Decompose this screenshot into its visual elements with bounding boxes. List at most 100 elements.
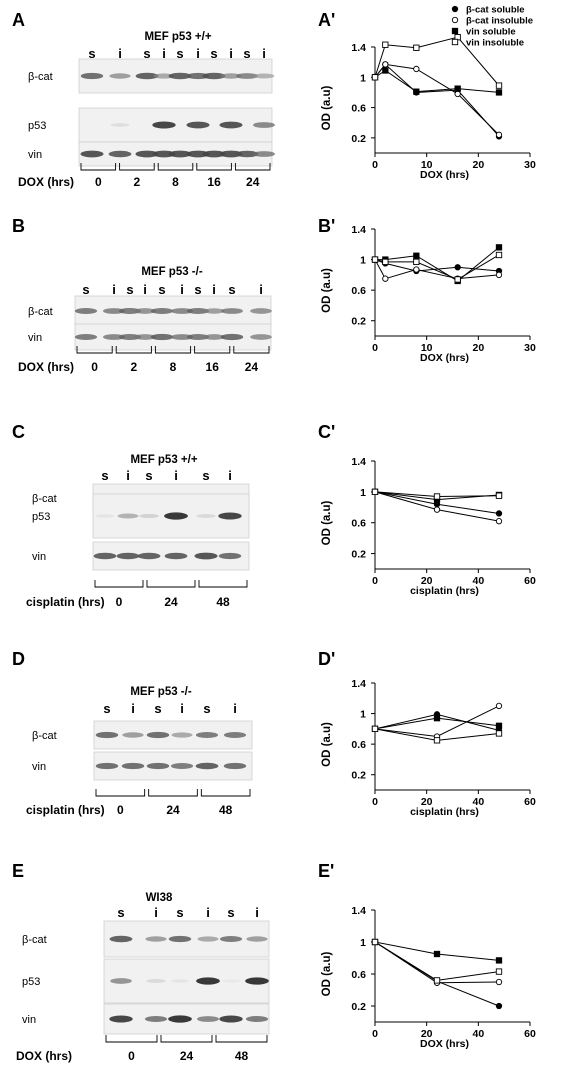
blot-row-label: vin <box>28 332 42 344</box>
x-tick-label: 40 <box>472 796 484 808</box>
blot-title: MEF p53 -/- <box>141 266 203 278</box>
panel-letter: E <box>12 861 24 881</box>
series-vin-soluble <box>371 244 503 285</box>
lane-label: s <box>154 701 161 716</box>
blot-title: MEF p53 -/- <box>130 686 192 698</box>
lane-label: i <box>262 46 266 61</box>
timepoint-bracket <box>148 789 198 797</box>
x-tick-label: 60 <box>524 796 536 808</box>
data-point <box>433 506 441 513</box>
lane-label: i <box>126 468 130 483</box>
lane-label: s <box>82 282 89 297</box>
y-tick-label: 1.4 <box>351 456 366 468</box>
x-tick-label: 20 <box>421 1028 433 1040</box>
y-axis-label: OD (a.u) <box>321 268 333 313</box>
series-vin-soluble <box>371 938 503 964</box>
blot-band <box>153 73 175 79</box>
y-tick-label: 0.6 <box>351 969 366 981</box>
timepoint-label: 0 <box>95 175 102 189</box>
panel-letter: C <box>12 422 25 442</box>
y-tick-label: 0.6 <box>351 103 366 115</box>
timepoint-label: 48 <box>235 1049 249 1063</box>
blot-band <box>108 150 132 158</box>
blot-row-vin: vin <box>28 141 275 167</box>
blot-membrane <box>103 958 270 1004</box>
data-point <box>495 518 503 525</box>
y-tick-label: 1 <box>360 487 366 499</box>
data-point <box>451 38 459 46</box>
data-point <box>495 251 503 259</box>
timepoint-label: 24 <box>245 360 259 374</box>
blot-band <box>150 307 174 315</box>
timepoint-label: 24 <box>246 175 260 189</box>
lane-label: i <box>180 701 184 716</box>
chart-eprime: E' 0.2 0.6 1 1.4 0 20 40 60 DOX (hrs) OD (a.u) <box>318 861 536 1050</box>
blot-band <box>194 552 218 560</box>
data-point <box>413 266 420 273</box>
timepoint-bracket <box>196 163 232 171</box>
timepoint-label: 0 <box>116 595 123 609</box>
blot-band <box>171 308 193 314</box>
blot-row-cat: β-cat <box>32 720 253 750</box>
y-tick-label: 0.2 <box>351 133 366 145</box>
data-point <box>495 702 503 710</box>
blot-band <box>146 979 166 983</box>
x-tick-label: 10 <box>421 342 433 354</box>
blot-band <box>223 731 247 739</box>
blot-row-cat: β-cat <box>28 295 272 327</box>
blot-band <box>186 121 210 129</box>
lane-label: s <box>243 46 250 61</box>
blot-band <box>218 512 242 520</box>
blot-band <box>219 935 243 943</box>
lane-label: i <box>118 46 122 61</box>
blot-row-cat: β-cat <box>28 58 275 94</box>
x-tick-label: 20 <box>472 342 484 354</box>
blot-row-label: β-cat <box>28 306 53 318</box>
blot-band <box>110 978 132 984</box>
timepoint-label: 0 <box>128 1049 135 1063</box>
lane-label: s <box>145 468 152 483</box>
blot-row-label: p53 <box>22 976 40 988</box>
blot-band <box>171 732 193 738</box>
timepoint-bracket <box>198 580 248 588</box>
blot-band <box>118 307 142 315</box>
blot-row-vin: vin <box>22 1003 270 1035</box>
panel-letter: E' <box>318 861 334 881</box>
series-vin-insoluble <box>371 725 503 744</box>
y-tick-label: 1 <box>360 72 366 84</box>
blot-row-label: vin <box>32 761 46 773</box>
x-axis-label: DOX (hrs) <box>420 169 469 181</box>
timepoint-bracket <box>95 789 146 797</box>
series-vin-soluble <box>371 715 503 733</box>
x-tick-label: 0 <box>372 159 378 171</box>
panel-letter: B <box>12 216 25 236</box>
blot-band <box>164 512 188 520</box>
y-tick-label: 1.4 <box>351 42 366 54</box>
timepoint-bracket <box>160 1035 213 1043</box>
data-point <box>495 131 503 138</box>
y-axis-label: OD (a.u) <box>321 85 333 130</box>
data-point <box>371 256 379 263</box>
x-tick-label: 20 <box>421 575 433 587</box>
data-point <box>433 493 441 500</box>
blot-band <box>221 979 241 983</box>
lane-label: s <box>117 905 124 920</box>
blot-band <box>80 72 104 80</box>
blot-row-label: vin <box>22 1014 36 1026</box>
legend-item: β-cat insoluble <box>451 16 533 27</box>
lane-label: s <box>228 282 235 297</box>
y-axis-label: OD (a.u) <box>321 500 333 545</box>
blot-band <box>146 762 170 770</box>
data-point <box>413 252 420 259</box>
blot-band <box>164 552 188 560</box>
blot-band <box>245 977 269 985</box>
blot-band <box>245 1015 269 1023</box>
lane-label: s <box>101 468 108 483</box>
chart-cprime: C' 0.2 0.6 1 1.4 0 20 40 60 cisplatin (hrs) OD (a.… <box>318 422 536 597</box>
timepoint-bracket <box>76 346 113 354</box>
x-tick-label: 20 <box>421 796 433 808</box>
